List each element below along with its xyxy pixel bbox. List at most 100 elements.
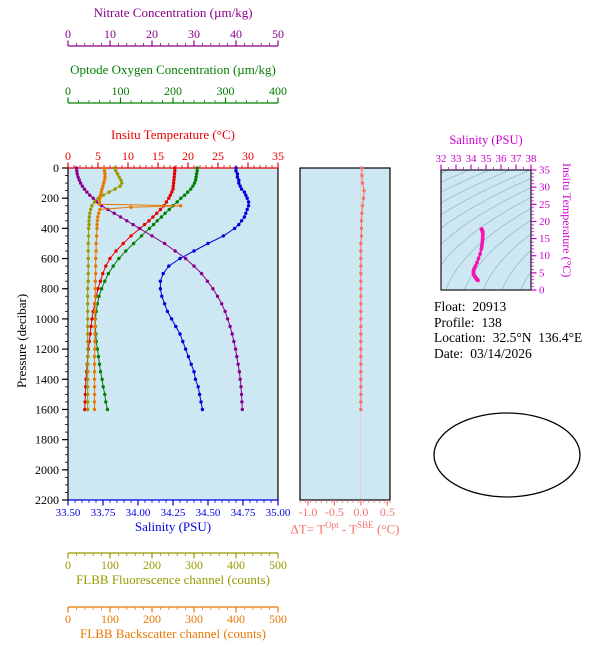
svg-text:200: 200 [143, 558, 161, 572]
svg-text:0: 0 [539, 285, 545, 297]
svg-text:20: 20 [539, 216, 551, 228]
oxygen-axis: 0 100 200 300 400 [65, 84, 287, 104]
svg-text:10: 10 [122, 149, 134, 163]
svg-text:0: 0 [53, 161, 59, 175]
svg-text:800: 800 [41, 282, 59, 296]
svg-text:34.00: 34.00 [126, 507, 151, 519]
svg-text:0: 0 [65, 612, 71, 626]
pressure-axis-title: Pressure (decibar) [14, 293, 29, 388]
svg-text:35.00: 35.00 [266, 507, 291, 519]
location-row: Location: 32.5°N 136.4°E [434, 330, 583, 345]
svg-text:30: 30 [539, 182, 551, 194]
svg-text:400: 400 [41, 221, 59, 235]
svg-text:300: 300 [217, 84, 235, 98]
svg-text:400: 400 [227, 558, 245, 572]
svg-text:100: 100 [101, 558, 119, 572]
svg-text:37: 37 [511, 153, 523, 165]
temperature-axis-title: Insitu Temperature (°C) [111, 127, 235, 142]
svg-text:1000: 1000 [35, 312, 59, 326]
svg-text:2000: 2000 [35, 463, 59, 477]
fluorescence-axis: 0 100 200 300 400 500 [65, 552, 287, 572]
svg-text:400: 400 [269, 84, 287, 98]
nitrate-axis: 0 10 20 30 40 50 [65, 27, 284, 47]
ts-salinity-axis: 32 33 34 35 36 37 38 [436, 153, 538, 170]
svg-text:100: 100 [101, 612, 119, 626]
svg-text:40: 40 [230, 27, 242, 41]
svg-text:0: 0 [65, 149, 71, 163]
svg-text:1600: 1600 [35, 402, 59, 416]
svg-text:30: 30 [242, 149, 254, 163]
svg-text:0.5: 0.5 [380, 505, 395, 519]
backscatter-axis-title: FLBB Backscatter channel (counts) [80, 626, 266, 641]
svg-text:1200: 1200 [35, 342, 59, 356]
svg-text:20: 20 [146, 27, 158, 41]
svg-text:34.75: 34.75 [231, 507, 256, 519]
world-map [433, 412, 581, 498]
svg-text:34: 34 [466, 153, 478, 165]
svg-text:100: 100 [112, 84, 130, 98]
salinity-axis: 33.50 33.75 34.00 34.25 34.50 34.75 35.00 [56, 499, 291, 519]
svg-text:-0.5: -0.5 [325, 505, 344, 519]
svg-text:15: 15 [152, 149, 164, 163]
svg-text:35: 35 [481, 153, 493, 165]
svg-text:500: 500 [269, 612, 287, 626]
svg-text:38: 38 [526, 153, 538, 165]
fluorescence-profile-series [86, 166, 124, 412]
svg-text:10: 10 [539, 250, 551, 262]
date-row: Date: 03/14/2026 [434, 345, 532, 361]
svg-text:0.0: 0.0 [353, 505, 368, 519]
ts-temperature-axis-title: Insitu Temperature (°C) [560, 163, 574, 278]
svg-text:25: 25 [539, 199, 551, 211]
svg-text:33.75: 33.75 [91, 507, 116, 519]
delta-plot-area [300, 168, 390, 500]
ts-salinity-axis-title: Salinity (PSU) [449, 133, 523, 147]
svg-text:35: 35 [539, 165, 551, 177]
svg-text:-1.0: -1.0 [298, 505, 317, 519]
svg-text:50: 50 [272, 27, 284, 41]
ts-temperature-axis: 0 5 10 15 20 25 30 35 [531, 165, 551, 297]
main-plot-area [68, 168, 278, 500]
svg-text:0: 0 [65, 27, 71, 41]
svg-text:200: 200 [164, 84, 182, 98]
salinity-profile-series [158, 166, 251, 412]
fluorescence-axis-title: FLBB Fluorescence channel (counts) [76, 572, 270, 587]
float-info-panel: Float: 20913 Profile: 138 Location: 32.5°N … [434, 299, 582, 361]
backscatter-profile-series [92, 166, 183, 412]
pressure-axis: 0 200 400 600 800 1000 1200 1400 1600 1800 2000 220… [35, 161, 68, 507]
float-id-row: Float: 20913 [434, 299, 507, 314]
svg-text:34.25: 34.25 [161, 507, 186, 519]
salinity-axis-title: Salinity (PSU) [134, 519, 212, 534]
svg-text:5: 5 [95, 149, 101, 163]
svg-text:32: 32 [436, 153, 447, 165]
svg-text:200: 200 [143, 612, 161, 626]
svg-text:300: 300 [185, 612, 203, 626]
backscatter-axis: 0 100 200 300 400 500 [65, 606, 287, 626]
profile-number-row: Profile: 138 [434, 314, 502, 330]
svg-text:35: 35 [272, 149, 284, 163]
svg-text:0: 0 [65, 84, 71, 98]
ts-curve [471, 227, 485, 283]
delta-t-series [359, 166, 366, 412]
svg-text:2200: 2200 [35, 493, 59, 507]
svg-text:1400: 1400 [35, 372, 59, 386]
svg-text:10: 10 [104, 27, 116, 41]
oxygen-axis-title: Optode Oxygen Concentration (µm/kg) [70, 62, 276, 77]
temperature-axis: 0 5 10 15 20 25 30 35 [65, 149, 284, 169]
svg-text:1800: 1800 [35, 433, 59, 447]
svg-text:25: 25 [212, 149, 224, 163]
svg-text:0: 0 [65, 558, 71, 572]
nitrate-profile-series [74, 166, 244, 412]
svg-text:33: 33 [451, 153, 463, 165]
svg-text:34.50: 34.50 [196, 507, 221, 519]
delta-t-axis-title: ΔT= TOpt - TSBE (°C) [290, 520, 400, 537]
svg-text:300: 300 [185, 558, 203, 572]
svg-text:5: 5 [539, 267, 545, 279]
svg-text:33.50: 33.50 [56, 507, 81, 519]
svg-text:500: 500 [269, 558, 287, 572]
svg-text:15: 15 [539, 233, 551, 245]
svg-text:200: 200 [41, 191, 59, 205]
svg-text:600: 600 [41, 252, 59, 266]
svg-text:36: 36 [496, 153, 508, 165]
